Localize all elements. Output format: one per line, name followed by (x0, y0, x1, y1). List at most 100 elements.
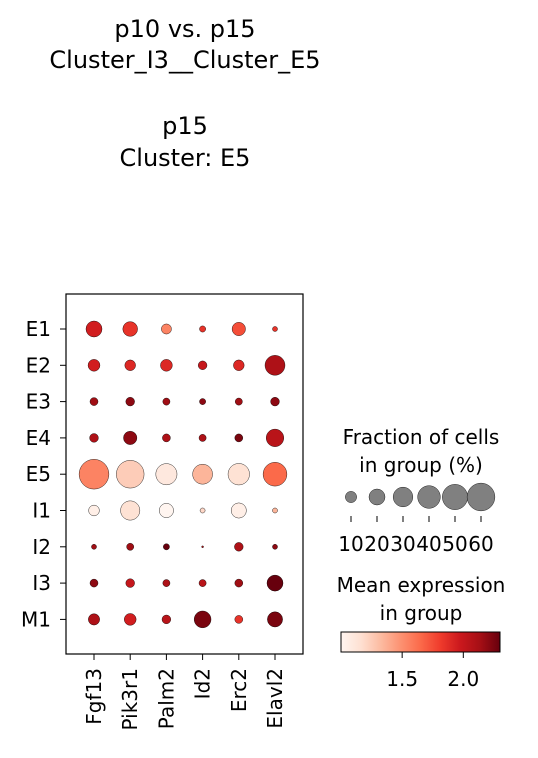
dot (162, 397, 171, 406)
title-line: p15 (162, 112, 208, 140)
dot (272, 544, 278, 550)
group-label: E4 (26, 426, 51, 450)
title-line: p10 vs. p15 (114, 15, 255, 43)
dot (199, 507, 206, 514)
dot (120, 500, 141, 521)
size-legend-dot (417, 485, 441, 509)
colorbar-tick-label: 1.5 (386, 667, 418, 691)
gene-label: Pik3r1 (118, 668, 142, 730)
dot (272, 326, 278, 332)
dot (125, 397, 135, 407)
group-label: M1 (21, 607, 51, 631)
title-line: Cluster: E5 (120, 144, 251, 172)
gene-label: Id2 (191, 668, 215, 699)
size-legend-title: Fraction of cells (343, 425, 500, 449)
dot (201, 545, 204, 548)
dot (89, 578, 99, 588)
dot (122, 321, 138, 337)
colorbar (340, 631, 501, 653)
dot (270, 397, 280, 407)
dot (234, 542, 244, 552)
dot (163, 543, 170, 551)
size-legend-label: 50 (442, 532, 467, 556)
dot (89, 397, 99, 406)
dot (198, 360, 208, 370)
title-line: Cluster_I3__Cluster_E5 (49, 46, 320, 74)
dot (234, 615, 244, 624)
dot (234, 578, 244, 588)
dot (162, 433, 171, 443)
size-legend-label: 30 (390, 532, 415, 556)
dot (262, 462, 288, 487)
dot (89, 433, 99, 443)
dot (193, 610, 212, 629)
dot (88, 504, 100, 517)
dot (126, 543, 134, 551)
dot (85, 320, 103, 338)
gene-axis: Fgf13 Pik3r1 Palm2 Id2 Erc2 Elavl2 (82, 654, 287, 730)
size-legend-label: 20 (364, 532, 389, 556)
size-legend-dot (442, 484, 468, 510)
dot (91, 544, 97, 550)
color-legend-title: Mean expression (337, 573, 506, 597)
group-label: I3 (32, 571, 51, 595)
gene-label: Palm2 (154, 668, 178, 729)
dot (88, 613, 100, 626)
size-legend-dot (368, 488, 386, 506)
size-legend-label: 10 (338, 532, 363, 556)
gene-label: Elavl2 (263, 668, 287, 729)
dot (198, 579, 207, 587)
dot (155, 463, 178, 486)
dot (160, 359, 173, 372)
dot (235, 397, 243, 406)
dot (124, 613, 137, 626)
dot (266, 428, 284, 447)
gene-label: Fgf13 (82, 668, 106, 725)
dot (162, 579, 171, 587)
dot (266, 574, 284, 592)
dot (233, 359, 245, 371)
size-legend-dot (345, 491, 357, 503)
colorbar-ticks: 1.5 2.0 (386, 652, 479, 691)
gene-label: Erc2 (227, 668, 251, 712)
dot (116, 460, 145, 489)
dot (264, 355, 286, 376)
dot (124, 359, 136, 371)
size-legend-dot (392, 486, 414, 508)
dot (78, 459, 110, 490)
size-legend: Fraction of cells in group (%) 10 20 30 40 5… (338, 425, 499, 556)
dot (192, 464, 213, 485)
dot (123, 430, 138, 445)
group-axis: E1 E2 E3 E4 E5 I1 I2 I3 M1 (21, 317, 66, 631)
size-legend-dot (466, 482, 496, 512)
dot (161, 323, 172, 335)
dots-layer (78, 320, 288, 629)
dot (199, 398, 206, 405)
dot (231, 322, 246, 336)
dot (198, 434, 207, 442)
color-legend-title: in group (380, 601, 463, 625)
dot (272, 507, 278, 514)
size-legend-label: 40 (416, 532, 441, 556)
dot (87, 359, 101, 372)
group-label: E1 (26, 317, 51, 341)
group-label: E3 (26, 390, 51, 414)
dot (161, 614, 171, 624)
dot (199, 325, 206, 333)
figure-title: p10 vs. p15 Cluster_I3__Cluster_E5 p15 C… (49, 15, 320, 172)
color-legend: Mean expression in group 1.5 2.0 (337, 573, 506, 691)
group-label: I2 (32, 535, 51, 559)
colorbar-tick-label: 2.0 (447, 667, 479, 691)
group-label: E2 (26, 353, 51, 377)
dot (125, 578, 135, 588)
group-label: I1 (32, 499, 51, 523)
dot (227, 463, 250, 486)
size-legend-label: 60 (468, 532, 493, 556)
dot (234, 433, 244, 443)
group-label: E5 (26, 462, 51, 486)
dot (230, 502, 247, 519)
size-legend-title: in group (%) (359, 453, 483, 477)
dot (159, 503, 174, 518)
size-legend-items: 10 20 30 40 50 60 (338, 482, 496, 556)
